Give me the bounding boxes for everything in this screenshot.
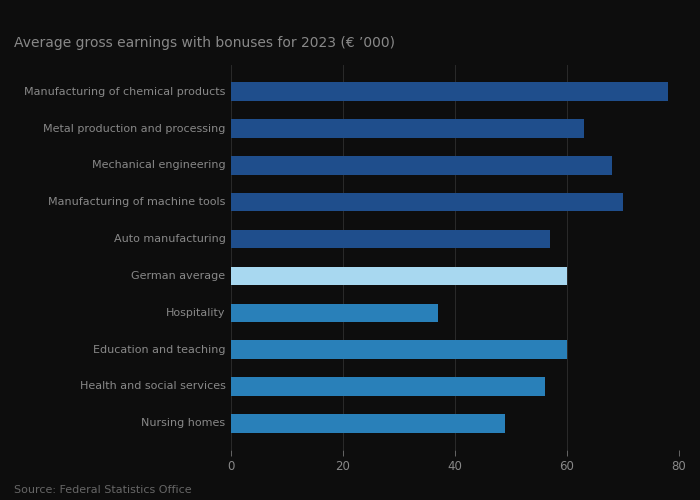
Bar <box>231 156 612 174</box>
Bar <box>231 340 567 359</box>
Bar <box>231 193 623 212</box>
Bar <box>231 82 668 101</box>
Bar <box>231 304 438 322</box>
Text: Average gross earnings with bonuses for 2023 (€ ’000): Average gross earnings with bonuses for … <box>14 36 395 50</box>
Bar <box>231 377 545 396</box>
Text: Source: Federal Statistics Office: Source: Federal Statistics Office <box>14 485 192 495</box>
Bar <box>231 414 505 432</box>
Bar <box>231 230 550 248</box>
Bar <box>231 120 584 138</box>
Bar <box>231 266 567 285</box>
